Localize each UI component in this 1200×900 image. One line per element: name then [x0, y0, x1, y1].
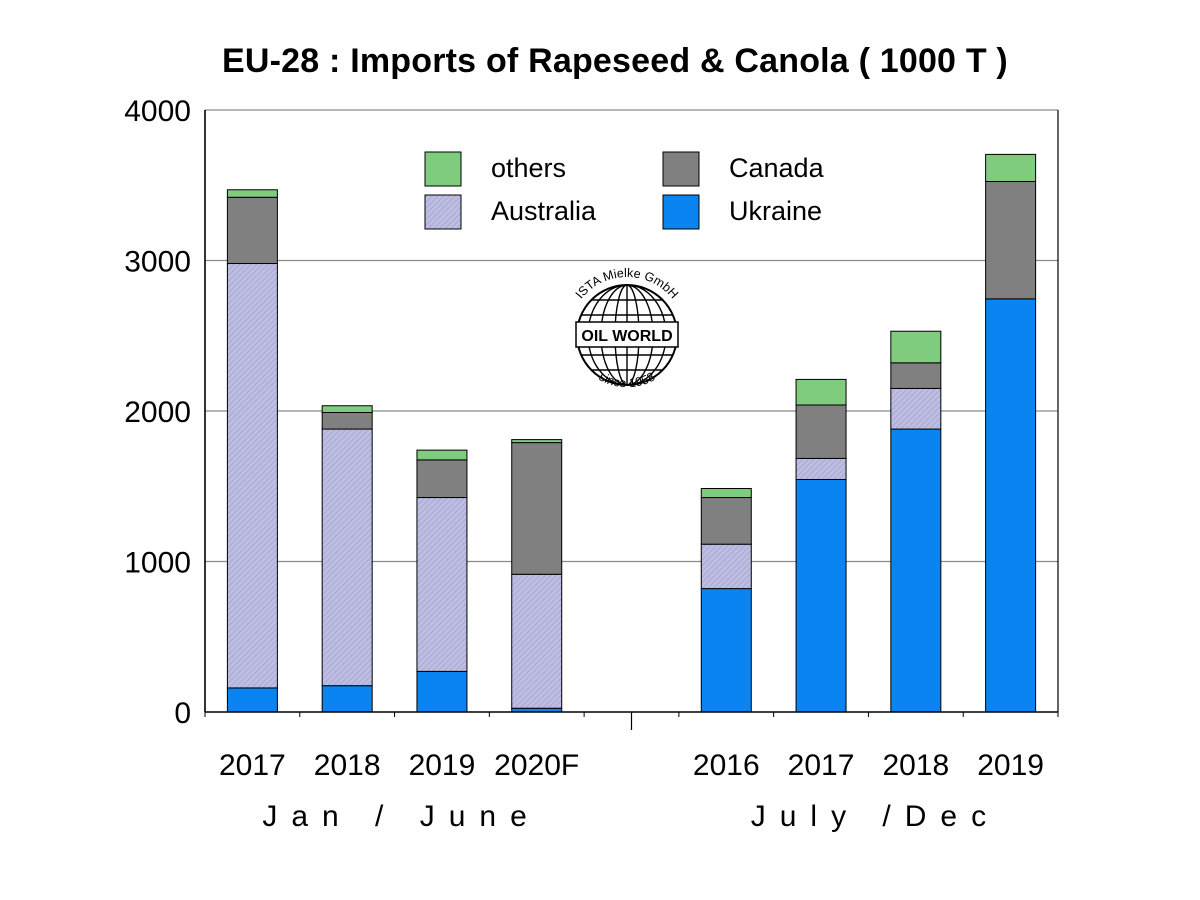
legend-label-australia: Australia — [491, 196, 597, 226]
y-tick-label: 3000 — [124, 246, 191, 279]
x-tick-label: 2018 — [314, 749, 381, 782]
bars — [226, 153, 1037, 713]
x-tick-label: 2016 — [693, 749, 760, 782]
group-label: Jan / June — [262, 800, 540, 833]
bar-australia-2 — [416, 497, 468, 672]
bar-australia-1 — [321, 428, 373, 687]
svg-text:since 1958: since 1958 — [597, 370, 658, 391]
bar-australia-5 — [700, 543, 752, 590]
bar-ukraine-0 — [226, 687, 278, 713]
legend-swatch-ukraine — [662, 194, 700, 230]
bar-australia-0 — [226, 263, 278, 689]
bar-ukraine-6 — [795, 478, 847, 713]
bar-ukraine-7 — [890, 428, 942, 713]
oil-world-logo: OIL WORLD ISTA Mielke GmbH since 1958 — [573, 266, 681, 391]
logo-arc-bottom-text: since 1958 — [597, 370, 658, 391]
bar-others-6 — [795, 378, 847, 406]
bar-canada-8 — [985, 180, 1037, 300]
x-tick-label: 2017 — [219, 749, 286, 782]
y-tick-label: 0 — [174, 697, 191, 730]
legend-swatch-australia — [424, 194, 462, 230]
legend-label-ukraine: Ukraine — [729, 196, 822, 226]
bar-ukraine-1 — [321, 685, 373, 713]
bar-australia-7 — [890, 387, 942, 430]
legend-label-others: others — [491, 153, 566, 183]
x-tick-label: 2019 — [409, 749, 476, 782]
bar-canada-0 — [226, 196, 278, 265]
bar-canada-1 — [321, 412, 373, 430]
bar-canada-3 — [511, 442, 563, 575]
legend-swatch-canada — [662, 151, 700, 187]
x-tick-label: 2018 — [882, 749, 949, 782]
bar-others-2 — [416, 449, 468, 461]
logo-center-text: OIL WORLD — [581, 328, 672, 345]
bar-others-3 — [511, 439, 563, 444]
x-tick-label: 2019 — [977, 749, 1044, 782]
legend-label-canada: Canada — [729, 153, 825, 183]
bar-canada-7 — [890, 362, 942, 389]
bar-australia-3 — [511, 573, 563, 709]
bar-others-8 — [985, 153, 1037, 182]
y-tick-label: 2000 — [124, 396, 191, 429]
x-tick-label: 2020F — [494, 749, 579, 782]
axes — [204, 110, 1059, 730]
legend: others Canada Australia Ukraine — [424, 151, 825, 230]
bar-ukraine-8 — [985, 298, 1037, 713]
bar-canada-2 — [416, 459, 468, 499]
chart-title: EU-28 : Imports of Rapeseed & Canola ( 1… — [222, 42, 1008, 80]
group-label: July /Dec — [751, 800, 1000, 833]
bar-canada-6 — [795, 404, 847, 459]
bar-others-5 — [700, 488, 752, 499]
x-tick-label: 2017 — [788, 749, 855, 782]
y-tick-label: 1000 — [124, 547, 191, 580]
bar-australia-6 — [795, 457, 847, 480]
tick-labels: 0 1000 2000 3000 4000 2017 2018 2019 2020F 2016 20… — [124, 95, 1044, 833]
y-tick-label: 4000 — [124, 95, 191, 128]
bar-others-1 — [321, 405, 373, 414]
bar-ukraine-5 — [700, 588, 752, 713]
legend-swatch-others — [424, 151, 462, 187]
bar-canada-5 — [700, 497, 752, 545]
bar-ukraine-2 — [416, 670, 468, 713]
bar-others-7 — [890, 330, 942, 364]
bar-others-0 — [226, 189, 278, 198]
